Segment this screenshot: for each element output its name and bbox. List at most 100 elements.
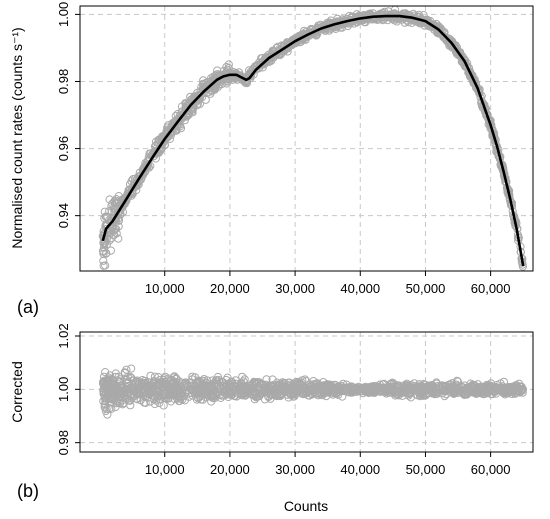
data-point bbox=[109, 230, 119, 239]
data-point bbox=[394, 381, 403, 390]
data-point bbox=[245, 387, 254, 396]
panel-a: 10,000 20,000 30,000 40,000 50,000 60,000 0.9… bbox=[9, 2, 534, 317]
data-point bbox=[175, 396, 184, 405]
data-point bbox=[381, 385, 390, 394]
data-point bbox=[204, 388, 213, 397]
panel-b: 10,000 20,000 30,000 40,000 50,000 60,000 0.9… bbox=[9, 323, 534, 514]
data-point bbox=[498, 385, 507, 394]
panel-a-grid bbox=[80, 6, 533, 271]
data-point bbox=[123, 394, 132, 403]
data-point bbox=[102, 405, 111, 414]
data-point bbox=[165, 387, 174, 397]
data-point bbox=[152, 396, 161, 405]
data-point bbox=[365, 383, 374, 392]
data-point bbox=[215, 384, 224, 393]
panel-a-frame bbox=[79, 5, 534, 272]
data-point bbox=[119, 199, 128, 208]
data-point bbox=[518, 385, 527, 394]
data-point bbox=[166, 376, 175, 385]
data-point bbox=[161, 380, 170, 389]
panel-b-y-axis-label: Corrected bbox=[9, 361, 25, 422]
data-point bbox=[252, 393, 261, 402]
x-tick-label: 10,000 bbox=[145, 462, 185, 477]
panel-a-points bbox=[98, 5, 528, 271]
data-point bbox=[127, 364, 136, 373]
data-point bbox=[513, 384, 523, 393]
data-point bbox=[315, 385, 324, 394]
data-point bbox=[440, 392, 449, 401]
y-tick-label: 1.02 bbox=[56, 323, 71, 348]
data-point bbox=[491, 389, 500, 398]
data-point bbox=[201, 95, 210, 104]
data-point bbox=[165, 378, 174, 387]
y-tick-label: 0.98 bbox=[56, 69, 71, 94]
data-point bbox=[380, 384, 389, 393]
data-point bbox=[226, 378, 235, 387]
data-point bbox=[359, 385, 368, 395]
data-point bbox=[111, 224, 121, 233]
data-point bbox=[357, 387, 366, 396]
data-point bbox=[421, 391, 430, 400]
data-point bbox=[467, 382, 476, 391]
panel-b-frame bbox=[79, 331, 534, 453]
data-point bbox=[370, 388, 379, 397]
panel-b-x-axis-label: Counts bbox=[284, 498, 328, 514]
data-point bbox=[404, 391, 413, 400]
data-point bbox=[311, 383, 320, 392]
data-point bbox=[331, 383, 340, 392]
y-tick-label: 0.94 bbox=[56, 203, 71, 228]
data-point bbox=[126, 401, 135, 410]
data-point bbox=[150, 149, 159, 158]
data-point bbox=[300, 375, 310, 384]
data-point bbox=[139, 380, 148, 389]
data-point bbox=[344, 388, 353, 397]
data-point bbox=[114, 198, 124, 207]
data-point bbox=[452, 376, 462, 385]
y-tick-label: 0.98 bbox=[56, 430, 71, 455]
x-tick-label: 10,000 bbox=[145, 281, 185, 296]
data-point bbox=[102, 224, 111, 233]
data-point bbox=[302, 389, 312, 398]
data-point bbox=[127, 385, 136, 395]
data-point bbox=[143, 391, 152, 400]
data-point bbox=[238, 372, 247, 381]
data-point bbox=[429, 387, 438, 396]
data-point bbox=[107, 391, 116, 400]
data-point bbox=[188, 372, 197, 381]
data-point bbox=[300, 32, 309, 41]
panel-a-label: (a) bbox=[17, 297, 39, 317]
data-point bbox=[475, 388, 484, 397]
data-point bbox=[199, 76, 208, 85]
data-point bbox=[406, 384, 415, 393]
data-point bbox=[107, 226, 116, 235]
data-point bbox=[424, 382, 433, 391]
data-point bbox=[400, 10, 409, 19]
data-point bbox=[167, 375, 176, 384]
data-point bbox=[416, 385, 425, 394]
data-point bbox=[283, 42, 292, 51]
data-point bbox=[446, 382, 455, 391]
data-point bbox=[291, 383, 300, 392]
data-point bbox=[279, 44, 288, 53]
data-point bbox=[454, 49, 463, 58]
data-point bbox=[174, 385, 183, 394]
data-point bbox=[226, 383, 236, 392]
data-point bbox=[257, 60, 266, 69]
data-point bbox=[186, 382, 195, 391]
data-point bbox=[219, 66, 228, 75]
data-point bbox=[430, 383, 440, 392]
data-point bbox=[266, 394, 275, 403]
data-point bbox=[319, 378, 328, 387]
x-tick-label: 40,000 bbox=[340, 281, 380, 296]
data-point bbox=[174, 391, 183, 400]
data-point bbox=[449, 387, 458, 396]
data-point bbox=[305, 391, 314, 400]
data-point bbox=[300, 386, 309, 395]
data-point bbox=[144, 160, 153, 169]
data-point bbox=[271, 50, 280, 59]
data-point bbox=[460, 390, 469, 399]
data-point bbox=[478, 387, 487, 397]
data-point bbox=[328, 383, 337, 392]
